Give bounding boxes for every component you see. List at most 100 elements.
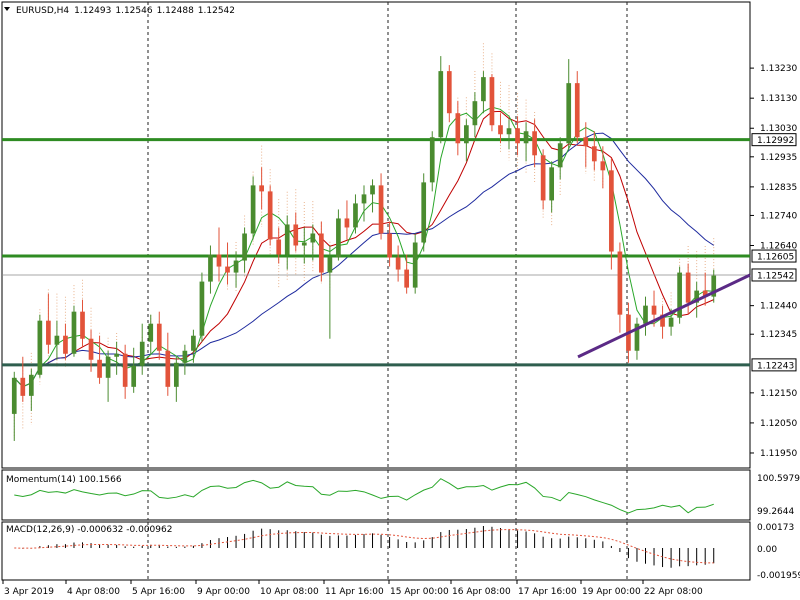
candle-bull xyxy=(523,131,529,144)
price-tick-label: 1.13130 xyxy=(760,94,797,104)
candle-bear xyxy=(80,311,85,339)
trendline[interactable] xyxy=(577,273,751,359)
level-label-box xyxy=(751,249,797,263)
candle-bear xyxy=(609,170,614,252)
momentum-panel: Momentum(14) 100.1566 100.5979 99.2644 xyxy=(1,469,800,521)
candle-bear xyxy=(574,83,580,138)
current-price-text: 1.12542 xyxy=(757,271,794,281)
candle-bear xyxy=(651,305,657,315)
candle-bear xyxy=(387,233,392,258)
price-tick-label: 1.12640 xyxy=(760,242,797,252)
candle-bull xyxy=(336,218,341,258)
candle-bear xyxy=(216,254,222,267)
time-label: 4 Apr 08:00 xyxy=(67,587,120,597)
time-label: 15 Apr 00:00 xyxy=(390,587,449,597)
time-axis: 3 Apr 2019 4 Apr 08:00 5 Apr 16:00 9 Apr 00… xyxy=(2,580,703,597)
candle-bear xyxy=(446,71,452,114)
time-label: 16 Apr 08:00 xyxy=(452,587,511,597)
ma-red-line xyxy=(13,110,714,388)
ohlc-high: 1.12546 xyxy=(115,6,152,16)
candle-bull xyxy=(131,365,137,387)
candle-bull xyxy=(472,101,478,126)
candle-bear xyxy=(293,224,299,246)
candle-bear xyxy=(344,218,350,228)
ohlc-close: 1.12542 xyxy=(198,6,235,16)
candle-bear xyxy=(489,77,495,126)
candle-bull xyxy=(464,125,469,144)
candle-bear xyxy=(515,128,520,144)
time-label: 22 Apr 08:00 xyxy=(644,587,703,597)
candle-bear xyxy=(404,269,409,288)
candle-bear xyxy=(88,338,94,360)
level-label-box xyxy=(751,358,797,372)
main-price-panel: 1.13230 1.13130 1.13030 1.12935 1.12835 1.127… xyxy=(1,1,797,469)
candle-bear xyxy=(378,185,384,234)
candle-bull xyxy=(148,323,154,342)
candle-bull xyxy=(301,242,307,246)
symbol-sep: , xyxy=(54,6,57,16)
time-label: 17 Apr 16:00 xyxy=(518,587,577,597)
candle-bear xyxy=(617,251,623,315)
candle-bull xyxy=(28,374,34,396)
macd-axis-top: 0.00173 xyxy=(757,523,794,533)
candle-bear xyxy=(63,335,68,354)
symbol-tf: EURUSD xyxy=(16,6,54,16)
candle-bull xyxy=(412,242,418,288)
candle-bull xyxy=(208,254,213,282)
candle-bear xyxy=(319,233,324,273)
candle-bear xyxy=(46,320,51,345)
candle-bull xyxy=(199,281,205,336)
price-tick-label: 1.12835 xyxy=(760,183,797,193)
candle-bear xyxy=(395,257,401,270)
candle-bull xyxy=(310,233,316,243)
ohlc-low: 1.12488 xyxy=(157,6,194,16)
candle-bull xyxy=(191,335,196,351)
macd-frame xyxy=(1,521,751,581)
candle-bull xyxy=(711,275,717,297)
timeframe: H4 xyxy=(57,6,70,16)
level-label-text: 1.12992 xyxy=(757,136,794,146)
candle-bull xyxy=(481,77,486,102)
candle-bear xyxy=(225,266,230,273)
candle-bear xyxy=(455,113,461,144)
price-tick-label: 1.12345 xyxy=(760,330,797,340)
macd-signal-line xyxy=(14,529,714,564)
candle-bull xyxy=(71,311,77,354)
candle-bear xyxy=(600,161,606,171)
time-label: 9 Apr 00:00 xyxy=(197,587,250,597)
ma-blue-line xyxy=(13,132,715,388)
candle-bear xyxy=(20,377,26,396)
candle-bear xyxy=(583,137,589,147)
candle-bull xyxy=(139,341,145,366)
time-label: 5 Apr 16:00 xyxy=(132,587,185,597)
candle-bull xyxy=(668,317,674,327)
candle-bull xyxy=(438,71,444,138)
price-tick-label: 1.12050 xyxy=(760,419,797,429)
candle-bull xyxy=(182,350,188,363)
macd-axis-mid: 0.00 xyxy=(757,545,777,555)
level-label-text: 1.12605 xyxy=(757,253,794,263)
momentum-label: Momentum(14) 100.1566 xyxy=(6,475,122,485)
candle-bear xyxy=(156,323,162,351)
candle-bull xyxy=(370,185,375,195)
candle-bull xyxy=(361,194,367,204)
candle-bull xyxy=(421,182,427,243)
macd-panel: MACD(12,26,9) -0.000632 -0.000962 0.0017… xyxy=(1,521,800,581)
candle-bear xyxy=(540,155,546,201)
time-label: 3 Apr 2019 xyxy=(4,587,54,597)
candle-bear xyxy=(259,185,264,192)
time-label: 11 Apr 16:00 xyxy=(325,587,384,597)
candle-bull xyxy=(694,290,700,303)
candle-bull xyxy=(114,353,119,357)
time-label: 19 Apr 00:00 xyxy=(582,587,641,597)
candle-bear xyxy=(97,359,102,378)
candle-bull xyxy=(327,257,333,273)
price-axis: 1.13230 1.13130 1.13030 1.12935 1.12835 1.127… xyxy=(750,64,797,459)
current-price-box xyxy=(751,268,797,282)
candle-bull xyxy=(11,377,17,414)
momentum-line xyxy=(14,478,714,514)
collapse-triangle-icon[interactable] xyxy=(4,7,10,11)
price-tick-label: 1.12440 xyxy=(760,302,797,312)
price-tick-label: 1.12935 xyxy=(760,153,797,163)
level-label-box xyxy=(751,133,797,147)
